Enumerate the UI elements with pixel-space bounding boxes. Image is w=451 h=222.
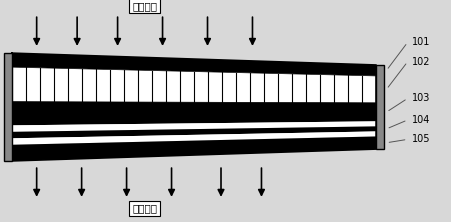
Polygon shape (12, 137, 376, 161)
Text: 102: 102 (412, 57, 431, 67)
Bar (4, 53, 12, 161)
Polygon shape (12, 102, 376, 125)
Polygon shape (12, 126, 376, 138)
Bar (376, 65, 384, 149)
Text: 105: 105 (412, 134, 431, 144)
Text: 空气流向: 空气流向 (132, 203, 157, 213)
Text: 101: 101 (412, 37, 430, 47)
Text: 103: 103 (412, 93, 430, 103)
Polygon shape (12, 53, 376, 76)
Text: 空气流向: 空气流向 (132, 1, 157, 11)
Polygon shape (12, 121, 376, 132)
Polygon shape (12, 131, 376, 145)
Polygon shape (12, 67, 376, 103)
Text: 104: 104 (412, 115, 430, 125)
